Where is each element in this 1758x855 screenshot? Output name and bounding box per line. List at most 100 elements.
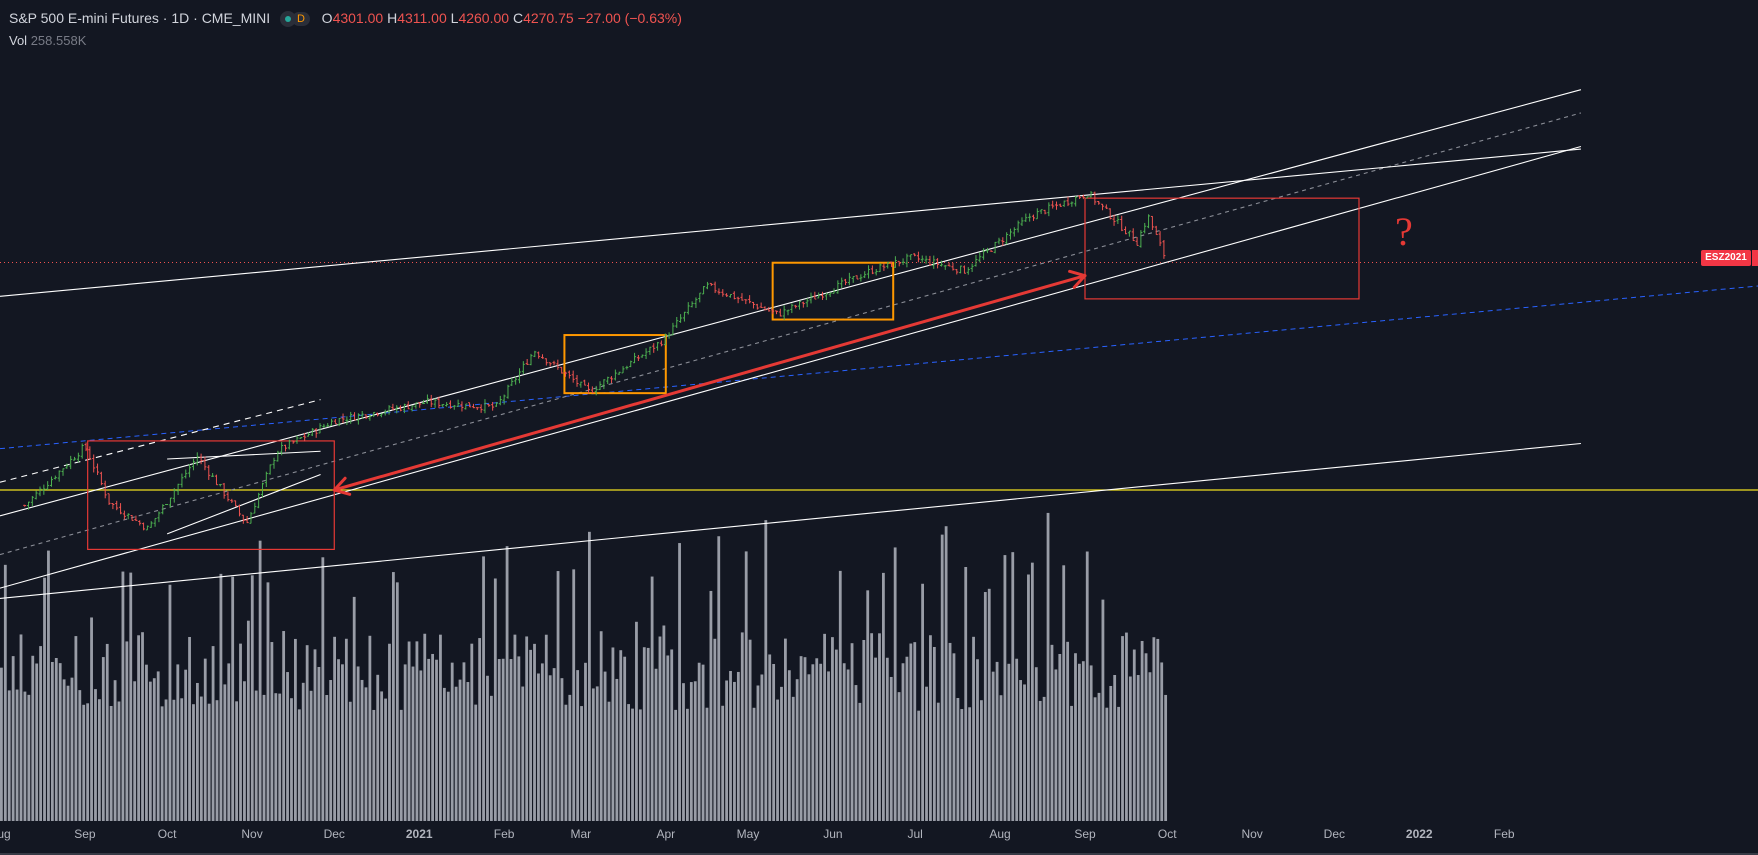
volume-bar [815, 658, 819, 821]
volume-bar [172, 699, 176, 821]
x-tick-label: Sep [1074, 827, 1096, 841]
volume-bar [540, 663, 544, 821]
volume-bar [403, 664, 407, 821]
volume-bar [1034, 667, 1038, 821]
volume-bar [23, 691, 27, 821]
volume-bar [1148, 672, 1152, 821]
volume-bar [1089, 665, 1093, 821]
volume-bar [819, 663, 823, 821]
volume-bar [129, 572, 133, 821]
volume-bar [995, 661, 999, 821]
volume-bar [795, 679, 799, 821]
arrow-shaft [332, 274, 1087, 492]
volume-bar [254, 690, 258, 821]
volume-bar [1078, 663, 1081, 821]
zone-box [87, 440, 335, 550]
x-tick-label: Oct [1158, 827, 1177, 841]
volume-bar [294, 638, 297, 821]
volume-bar [39, 646, 42, 821]
volume-bar [976, 659, 979, 821]
volume-bar [917, 710, 921, 821]
volume-bar [862, 639, 866, 821]
trendline [167, 450, 321, 460]
volume-legend: Vol 258.558K [9, 33, 86, 48]
symbol-title[interactable]: S&P 500 E-mini Futures · 1D · CME_MINI [9, 10, 271, 26]
volume-bar [831, 637, 834, 821]
volume-bar [70, 677, 74, 821]
consolidation-box [563, 334, 667, 395]
volume-bar [948, 642, 952, 821]
volume-bar [870, 633, 874, 821]
volume-bar [764, 520, 768, 821]
volume-bar [121, 571, 125, 821]
volume-bar [1097, 692, 1101, 821]
volume-bar [266, 582, 270, 821]
volume-bar [748, 639, 752, 821]
volume-bar [78, 690, 82, 821]
volume-bar [983, 592, 987, 821]
volume-bar [968, 707, 972, 821]
volume-bar [486, 675, 489, 821]
volume-bar [490, 695, 493, 821]
zone-box [1084, 197, 1360, 300]
volume-bar [3, 564, 7, 821]
volume-bar [160, 706, 164, 821]
volume-bar [407, 641, 411, 821]
volume-bar [352, 596, 356, 821]
volume-bar [689, 682, 693, 821]
volume-bar [82, 704, 86, 821]
trendline [166, 473, 321, 535]
volume-bar [709, 590, 713, 821]
volume-bar [576, 670, 580, 821]
volume-bar [952, 653, 956, 821]
volume-bar [286, 672, 289, 821]
volume-bar [1046, 512, 1050, 821]
volume-bar [713, 638, 717, 821]
volume-bar [580, 706, 583, 821]
volume-bar [439, 634, 442, 821]
volume-bar [243, 681, 246, 821]
x-tick-label: Oct [158, 827, 177, 841]
volume-bar [1019, 680, 1022, 821]
volume-bar [697, 662, 701, 821]
volume-bar [823, 633, 826, 821]
volume-bar [784, 638, 787, 821]
volume-bar [682, 683, 685, 821]
volume-bar [560, 678, 564, 821]
x-tick-label: Jun [823, 827, 842, 841]
volume-bar [1070, 705, 1073, 821]
volume-bar [148, 681, 152, 821]
trendline [0, 148, 1581, 297]
volume-bar [772, 663, 776, 821]
volume-bar [505, 546, 509, 821]
volume-bar [50, 661, 54, 821]
volume-bar [1121, 636, 1124, 821]
volume-bar [47, 550, 50, 821]
volume-bar [262, 694, 266, 821]
volume-bar [325, 695, 329, 821]
volume-bar [838, 570, 842, 821]
volume-bar [395, 582, 399, 821]
arrow-head [1068, 269, 1087, 289]
volume-bar [517, 656, 521, 821]
volume-bar [776, 699, 779, 821]
volume-bar [913, 642, 917, 821]
volume-bar [1003, 555, 1007, 821]
volume-bar [646, 647, 650, 821]
x-tick-label: Mar [571, 827, 592, 841]
volume-bar [686, 708, 689, 821]
volume-bar [1101, 599, 1105, 821]
market-status-icon [280, 11, 297, 28]
volume-bar [591, 688, 595, 821]
volume-bar [372, 709, 376, 821]
volume-bar [258, 540, 262, 821]
open-value: 4301.00 [332, 10, 384, 26]
volume-bar [729, 670, 732, 821]
volume-bar [603, 671, 607, 821]
volume-bar [760, 674, 764, 821]
volume-bar [893, 547, 897, 821]
volume-bar [203, 658, 207, 821]
volume-bar [956, 697, 960, 821]
volume-label[interactable]: Vol [9, 33, 28, 48]
